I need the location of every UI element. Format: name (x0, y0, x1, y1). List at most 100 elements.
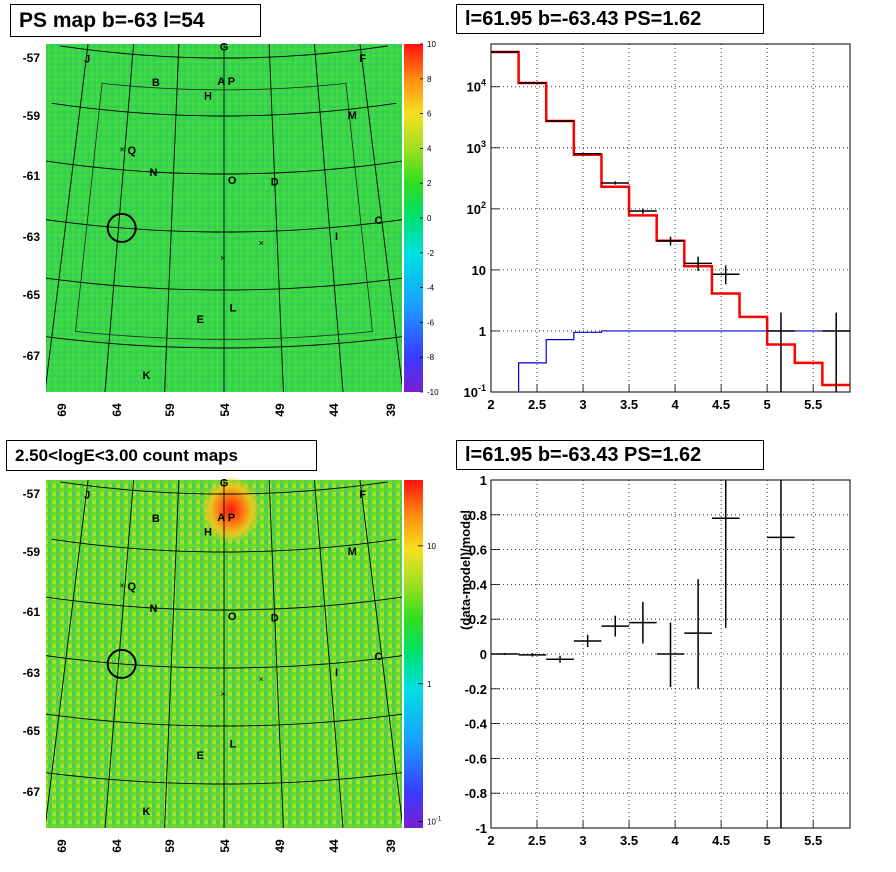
source-label: O (228, 175, 237, 187)
latitude-tick-label: -59 (23, 545, 41, 559)
data-point (822, 312, 850, 392)
target-circle (106, 648, 137, 679)
source-label: K (143, 806, 151, 818)
longitude-line (46, 44, 89, 388)
latitude-tick-label: -59 (23, 109, 41, 123)
source-cross-mark: × (119, 580, 124, 590)
x-tick-label: 3.5 (620, 833, 638, 848)
longitude-tick-label: 54 (218, 403, 232, 417)
data-point (629, 208, 657, 214)
residual-point (656, 622, 685, 688)
x-tick-label: 4 (671, 397, 679, 412)
colorbar-tick-label: 2 (427, 179, 432, 188)
source-label: C (375, 651, 383, 663)
latitude-tick-label: -57 (23, 487, 41, 501)
residual-point (546, 655, 574, 663)
latitude-tick-label: -65 (23, 724, 41, 738)
source-label: M (348, 110, 357, 122)
x-tick-label: 2 (487, 397, 494, 412)
colorbar-tick-label: 10 (427, 40, 436, 49)
longitude-tick-label: 44 (327, 403, 341, 417)
data-point (684, 256, 712, 271)
residual-y-axis-label: (data-model)/model (458, 510, 473, 630)
source-cross-mark: × (220, 689, 225, 699)
y-tick-label: 102 (467, 200, 486, 217)
source-label: Q (128, 581, 137, 593)
panel-title-ps-map: PS map b=-63 l=54 (10, 4, 261, 37)
source-label: P (228, 76, 235, 88)
y-tick-label: -0.4 (465, 717, 488, 732)
source-cross-mark: × (259, 238, 264, 248)
residual-point (629, 601, 657, 644)
x-tick-label: 4.5 (712, 833, 730, 848)
residual-point (601, 615, 630, 637)
source-label: I (335, 667, 338, 679)
ps-map-panel: × × × G J F B A P H M QN O D C I L E K -57 -59 -61 -63 -65 -67 69… (23, 40, 439, 417)
source-label: J (84, 489, 90, 501)
spectrum-frame (490, 43, 851, 393)
source-label: F (359, 489, 366, 501)
longitude-line (359, 44, 402, 388)
x-tick-label: 2 (487, 833, 494, 848)
colorbar-tick-label: -4 (427, 284, 435, 293)
residual-point (684, 579, 712, 689)
y-tick-label: -0.2 (465, 682, 487, 697)
source-label: P (228, 512, 235, 524)
source-label: D (271, 613, 279, 625)
background-histogram (518, 330, 850, 392)
longitude-tick-label: 69 (55, 839, 69, 853)
source-label: M (348, 546, 357, 558)
residual-point (767, 480, 795, 828)
x-tick-label: 3 (579, 397, 586, 412)
longitude-tick-label: 39 (384, 403, 398, 417)
colorbar-tick-label: 10 (427, 542, 436, 551)
source-label: H (204, 527, 212, 539)
longitude-line (268, 480, 284, 828)
latitude-tick-label: -67 (23, 349, 41, 363)
source-label: L (230, 738, 237, 750)
source-label: C (375, 215, 383, 227)
ps-map-colorbar (404, 44, 423, 392)
y-tick-label: 10-1 (464, 383, 486, 400)
latitude-tick-label: -65 (23, 288, 41, 302)
data-point (767, 312, 795, 392)
longitude-tick-label: 59 (163, 403, 177, 417)
x-tick-label: 5.5 (804, 833, 822, 848)
y-tick-label: 1 (479, 324, 486, 339)
source-label: L (230, 302, 237, 314)
longitude-tick-label: 39 (384, 839, 398, 853)
latitude-tick-label: -61 (23, 169, 41, 183)
data-point (711, 265, 740, 285)
colorbar-tick-label: -6 (427, 318, 435, 327)
source-label: E (197, 750, 204, 762)
spectrum-panel: 2 2.5 3 3.5 4 4.5 5 5.5 10-1 1 10 102 103 104 (464, 43, 851, 412)
source-label: E (197, 314, 204, 326)
source-label: B (152, 77, 160, 89)
data-point (601, 181, 630, 185)
x-tick-label: 4.5 (712, 397, 730, 412)
data-point (656, 236, 685, 246)
longitude-line (359, 480, 402, 824)
colorbar-tick-label: -8 (427, 353, 435, 362)
y-tick-label: 0.2 (469, 612, 487, 627)
latitude-tick-label: -63 (23, 230, 41, 244)
y-tick-label: -1 (475, 821, 487, 836)
latitude-tick-label: -57 (23, 51, 41, 65)
source-label: B (152, 513, 160, 525)
source-label: N (149, 603, 157, 615)
latitude-tick-label: -61 (23, 605, 41, 619)
x-tick-label: 3 (579, 833, 586, 848)
latitude-tick-label: -63 (23, 666, 41, 680)
y-tick-label: 104 (467, 78, 486, 95)
longitude-tick-label: 69 (55, 403, 69, 417)
source-label: G (220, 41, 229, 53)
y-tick-label: 1 (480, 473, 487, 488)
longitude-tick-label: 64 (110, 839, 124, 853)
source-cross-mark: × (119, 144, 124, 154)
residual-panel: 2 2.5 3 3.5 4 4.5 5 5.5 -1 -0.8 -0.6 -0.4 -0.2 0 0.2 0.… (458, 473, 851, 848)
source-label: O (228, 611, 237, 623)
residual-point (711, 480, 740, 628)
source-label: J (84, 53, 90, 65)
roi-outline (75, 82, 373, 340)
y-tick-label: 10 (472, 263, 486, 278)
